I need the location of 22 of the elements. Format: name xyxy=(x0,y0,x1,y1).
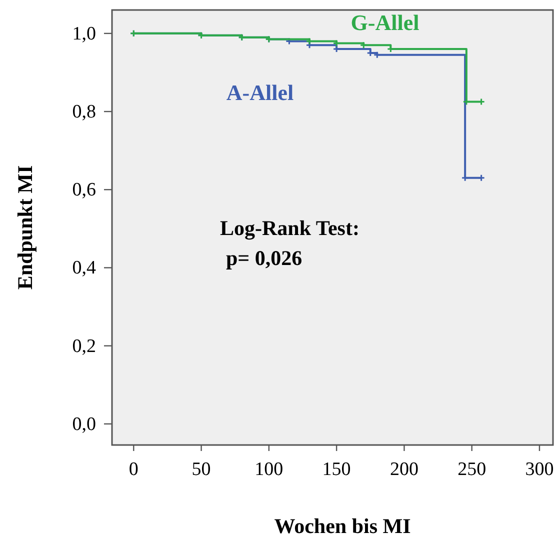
point xyxy=(373,51,381,59)
y-tick-label: 1,0 xyxy=(72,23,96,44)
y-axis-title: Endpunkt MI xyxy=(13,165,37,290)
x-axis-title: Wochen bis MI xyxy=(274,514,411,538)
point xyxy=(360,41,368,49)
series-label: G-Allel xyxy=(350,10,420,35)
x-tick-label: 100 xyxy=(254,459,284,480)
x-tick-label: 150 xyxy=(322,459,351,480)
point xyxy=(461,174,469,182)
annotation: Log-Rank Test: xyxy=(220,216,360,240)
x-tick-label: 0 xyxy=(128,459,138,480)
y-tick-label: 0,4 xyxy=(72,258,96,279)
series-label: A-Allel xyxy=(226,80,294,105)
y-tick-label: 0,2 xyxy=(72,336,96,357)
x-tick-label: 200 xyxy=(390,459,418,480)
x-tick-label: 250 xyxy=(458,459,486,480)
x-tick-label: 300 xyxy=(525,459,554,480)
y-tick-label: 0,0 xyxy=(72,414,96,435)
y-tick-label: 0,6 xyxy=(72,180,96,201)
y-tick-label: 0,8 xyxy=(72,102,96,123)
annotation: p= 0,026 xyxy=(226,246,302,270)
x-tick-label: 50 xyxy=(192,459,211,480)
